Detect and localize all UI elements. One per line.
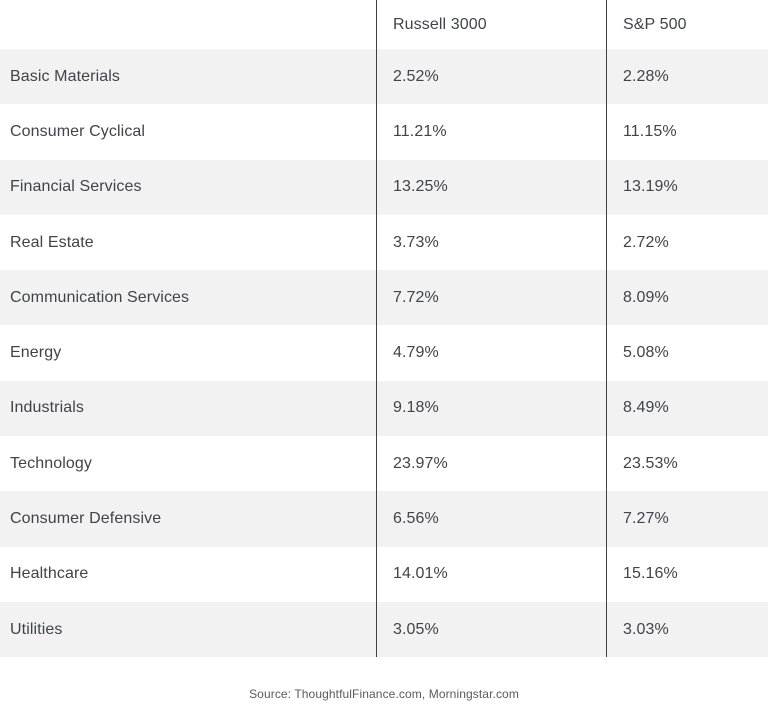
table-row: Communication Services 7.72% 8.09% xyxy=(0,270,768,326)
sp500-value: 23.53% xyxy=(606,436,768,492)
table-row: Healthcare 14.01% 15.16% xyxy=(0,546,768,602)
table-row: Financial Services 13.25% 13.19% xyxy=(0,159,768,215)
sector-label: Communication Services xyxy=(10,288,190,306)
table-row: Energy 4.79% 5.08% xyxy=(0,325,768,381)
table-row: Technology 23.97% 23.53% xyxy=(0,436,768,492)
russell3000-value: 2.52% xyxy=(376,49,606,105)
sp500-value: 13.19% xyxy=(606,159,768,215)
sector-label: Consumer Defensive xyxy=(10,510,162,528)
column-header-russell3000: Russell 3000 xyxy=(376,0,606,49)
sector-label: Utilities xyxy=(10,620,63,638)
sector-label: Industrials xyxy=(10,399,85,417)
sp500-value: 15.16% xyxy=(606,546,768,602)
sector-weights-table: Russell 3000 S&P 500 Basic Materials 2.5… xyxy=(0,0,768,658)
table-row: Industrials 9.18% 8.49% xyxy=(0,380,768,437)
sector-label: Real Estate xyxy=(10,233,94,251)
sector-label: Basic Materials xyxy=(10,67,120,85)
sector-label: Financial Services xyxy=(10,178,142,196)
sector-label: Technology xyxy=(10,454,92,472)
russell3000-value: 14.01% xyxy=(376,546,606,602)
sector-label: Consumer Cyclical xyxy=(10,122,146,140)
table-row: Real Estate 3.73% 2.72% xyxy=(0,214,768,271)
table-row: Consumer Defensive 6.56% 7.27% xyxy=(0,491,768,547)
russell3000-value: 13.25% xyxy=(376,159,606,215)
russell3000-value: 3.05% xyxy=(376,601,606,658)
sector-label: Energy xyxy=(10,344,62,362)
header-spacer-cell xyxy=(0,0,376,49)
table-row: Basic Materials 2.52% 2.28% xyxy=(0,49,768,105)
table-row: Utilities 3.05% 3.03% xyxy=(0,601,768,658)
sector-label: Healthcare xyxy=(10,565,89,583)
russell3000-value: 7.72% xyxy=(376,270,606,326)
russell3000-value: 3.73% xyxy=(376,214,606,271)
sp500-value: 2.72% xyxy=(606,214,768,271)
table-header-row: Russell 3000 S&P 500 xyxy=(0,0,768,49)
sp500-value: 7.27% xyxy=(606,491,768,547)
russell3000-value: 11.21% xyxy=(376,104,606,160)
russell3000-value: 6.56% xyxy=(376,491,606,547)
sp500-value: 8.49% xyxy=(606,380,768,437)
sp500-value: 11.15% xyxy=(606,104,768,160)
table-row: Consumer Cyclical 11.21% 11.15% xyxy=(0,104,768,160)
sp500-value: 3.03% xyxy=(606,601,768,658)
russell3000-value: 4.79% xyxy=(376,325,606,381)
russell3000-value: 9.18% xyxy=(376,380,606,437)
sp500-value: 2.28% xyxy=(606,49,768,105)
sp500-value: 8.09% xyxy=(606,270,768,326)
sp500-value: 5.08% xyxy=(606,325,768,381)
source-attribution: Source: ThoughtfulFinance.com, Morningst… xyxy=(249,687,519,702)
russell3000-value: 23.97% xyxy=(376,436,606,492)
column-header-sp500: S&P 500 xyxy=(606,0,768,49)
